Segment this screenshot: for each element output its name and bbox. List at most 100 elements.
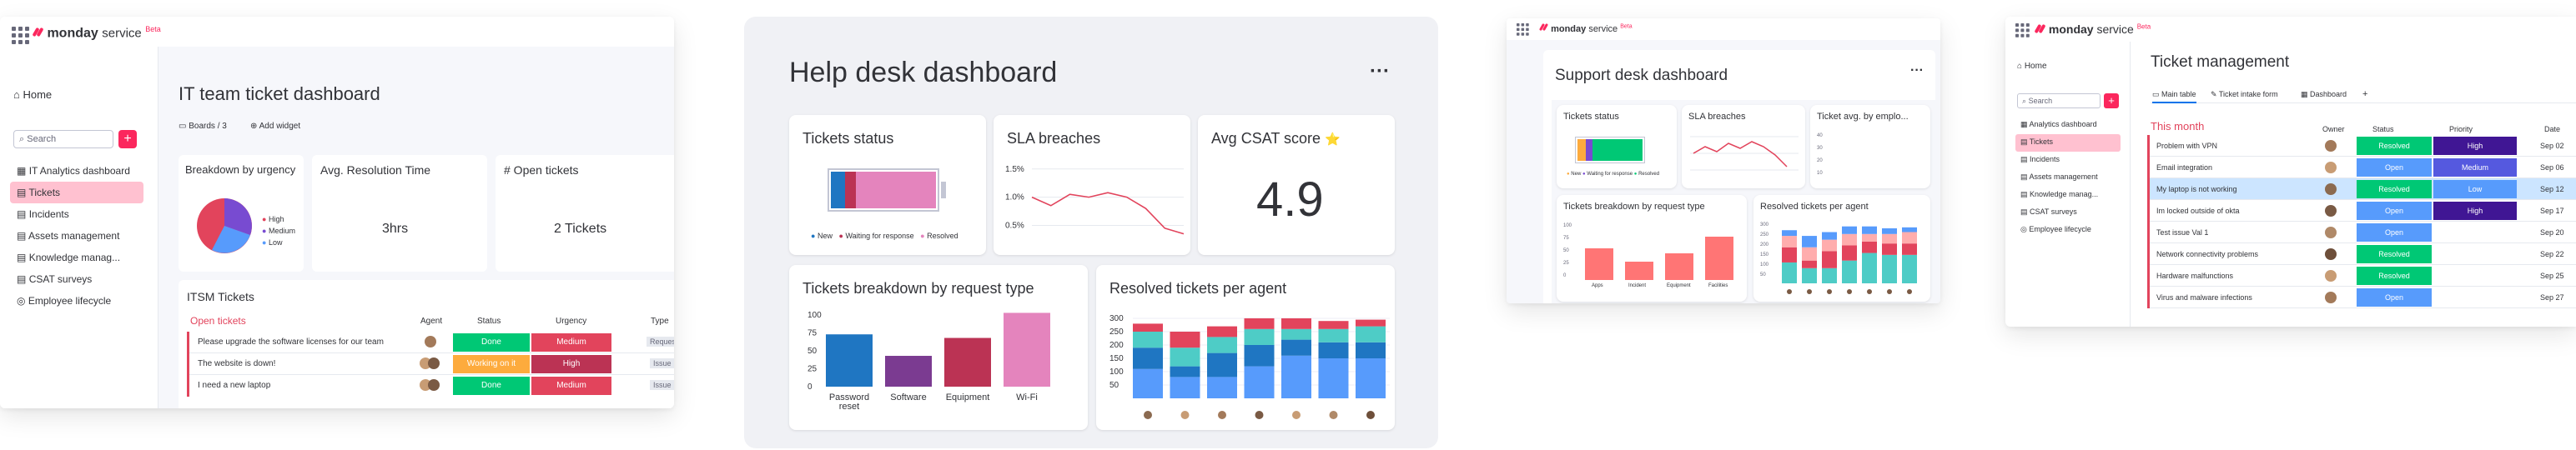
add-view-button[interactable]: + [2362,89,2368,99]
status-cell[interactable]: Working on it [453,355,530,373]
table-row[interactable]: Im locked outside of okta Open High Sep 17 [2150,200,2576,222]
table-row[interactable]: Hardware malfunctions Resolved Sep 25 [2150,265,2576,287]
brand-logo[interactable]: monday service Beta [32,25,161,41]
row-name[interactable]: Network connectivity problems [2156,250,2259,258]
more-menu-button[interactable]: ··· [1910,63,1924,78]
sidebar-item-employee[interactable]: ◎ Employee lifecycle [17,295,112,307]
status-cell[interactable]: Open [2357,223,2432,242]
sidebar-item-knowledge[interactable]: ▤ Knowledge manag... [17,252,121,263]
row-name[interactable]: Please upgrade the software licenses for… [198,338,384,347]
table-row[interactable]: Network connectivity problems Resolved Sep… [2150,243,2576,265]
row-name[interactable]: Test issue Val 1 [2156,228,2209,237]
search-input[interactable]: ⌕ Search [2017,93,2101,108]
brand-logo[interactable]: monday service Beta [2034,22,2151,36]
status-cell[interactable]: Done [453,333,530,352]
apps-grid-icon[interactable] [1517,23,1529,36]
sidebar-item-employee[interactable]: ◎ Employee lifecycle [2020,225,2091,233]
agent-bar-segment [1842,226,1857,234]
sidebar-item-incidents[interactable]: ▤ Incidents [17,208,69,220]
table-row[interactable]: Please upgrade the software licenses for… [189,332,674,353]
add-button[interactable]: + [118,130,137,148]
tab-intake-form[interactable]: ✎ Ticket intake form [2211,90,2278,98]
agent-bar-segment [1281,339,1311,356]
table-row[interactable]: Problem with VPN Resolved High Sep 02 [2150,135,2576,157]
date-cell[interactable]: Sep 25 [2540,272,2564,280]
agent-bar-segment [1802,268,1817,283]
row-name[interactable]: The website is down! [198,359,276,368]
status-cell[interactable]: Resolved [2357,137,2432,155]
tab-main-table[interactable]: ▭ Main table [2152,90,2196,103]
status-cell[interactable]: Open [2357,158,2432,177]
sidebar-item-tickets[interactable]: ▤ Tickets [2015,134,2121,152]
group-title[interactable]: Open tickets [190,315,246,327]
bar[interactable] [1705,237,1733,280]
type-cell[interactable]: Issue [650,380,674,390]
status-cell[interactable]: Open [2357,288,2432,307]
status-cell[interactable]: Done [453,377,530,395]
sidebar-item-incidents[interactable]: ▤ Incidents [2020,155,2060,163]
bar[interactable] [1665,253,1693,280]
date-cell[interactable]: Sep 20 [2540,228,2564,237]
bar[interactable] [1625,262,1653,280]
date-cell[interactable]: Sep 12 [2540,185,2564,193]
row-name[interactable]: Virus and malware infections [2156,293,2252,302]
agent-bar-segment [1782,236,1797,248]
date-cell[interactable]: Sep 22 [2540,250,2564,258]
sidebar-item-assets[interactable]: ▤ Assets management [17,230,120,242]
date-cell[interactable]: Sep 27 [2540,293,2564,302]
group-title[interactable]: This month [2151,120,2205,132]
status-cell[interactable]: Resolved [2357,245,2432,263]
urgency-cell[interactable]: Medium [531,333,611,352]
agent-bar-segment [1207,377,1237,398]
priority-cell[interactable]: Medium [2433,158,2517,177]
sidebar-item-csat[interactable]: ▤ CSAT surveys [17,273,93,285]
type-cell[interactable]: Request [647,337,674,347]
date-cell[interactable]: Sep 17 [2540,207,2564,215]
sidebar-item-csat[interactable]: ▤ CSAT surveys [2020,208,2077,216]
sidebar-item-analytics[interactable]: ▦ Analytics dashboard [2020,120,2097,128]
table-row[interactable]: My laptop is not working Resolved Low Sep 1… [2150,178,2576,200]
sidebar-item-knowledge[interactable]: ▤ Knowledge manag... [2020,190,2099,198]
main-area: IT team ticket dashboard ▭ Boards / 3 ⊕ … [158,47,674,408]
table-row[interactable]: The website is down! Working on it High … [189,353,674,375]
row-name[interactable]: Email integration [2156,163,2213,172]
priority-cell[interactable]: High [2433,137,2517,155]
agent-bar-segment [1782,230,1797,237]
sidebar-item-tickets[interactable]: ▤ Tickets [10,182,143,203]
sidebar-item-assets[interactable]: ▤ Assets management [2020,172,2098,181]
home-item[interactable]: ⌂ Home [2017,62,2047,71]
status-cell[interactable]: Resolved [2357,267,2432,285]
apps-grid-icon[interactable] [12,27,29,44]
home-item[interactable]: ⌂ Home [13,88,53,101]
priority-cell[interactable]: High [2433,202,2517,220]
agent-avatar [1329,411,1338,419]
row-name[interactable]: Hardware malfunctions [2156,272,2234,280]
status-cell[interactable]: Open [2357,202,2432,220]
urgency-cell[interactable]: Medium [531,377,611,395]
add-button[interactable]: + [2104,93,2119,108]
date-cell[interactable]: Sep 02 [2540,142,2564,150]
widgets-area: Tickets status ● New ● Waiting for respo… [1552,100,1935,303]
type-cell[interactable]: Issue [650,358,674,368]
priority-cell[interactable]: Low [2433,180,2517,198]
date-cell[interactable]: Sep 06 [2540,163,2564,172]
boards-button[interactable]: ▭ Boards / 3 [179,122,227,131]
urgency-cell[interactable]: High [531,355,611,373]
table-row[interactable]: Email integration Open Medium Sep 06 [2150,157,2576,178]
search-input[interactable]: ⌕ Search [13,130,113,148]
status-cell[interactable]: Resolved [2357,180,2432,198]
table-row[interactable]: Virus and malware infections Open Sep 27 [2150,287,2576,308]
table-row[interactable]: I need a new laptop Done Medium Issue [189,375,674,397]
row-name[interactable]: I need a new laptop [198,381,271,390]
table-row[interactable]: Test issue Val 1 Open Sep 20 [2150,222,2576,243]
brand-logo[interactable]: monday service Beta [1538,22,1633,34]
more-menu-button[interactable]: ··· [1370,60,1390,82]
add-widget-button[interactable]: ⊕ Add widget [250,122,301,131]
row-name[interactable]: Problem with VPN [2156,142,2218,150]
sidebar-item-analytics[interactable]: ▦ IT Analytics dashboard [17,165,130,177]
apps-grid-icon[interactable] [2015,23,2030,38]
row-name[interactable]: My laptop is not working [2156,185,2237,193]
tab-dashboard[interactable]: ▦ Dashboard [2301,90,2347,98]
bar[interactable] [1585,248,1613,280]
row-name[interactable]: Im locked outside of okta [2156,207,2240,215]
